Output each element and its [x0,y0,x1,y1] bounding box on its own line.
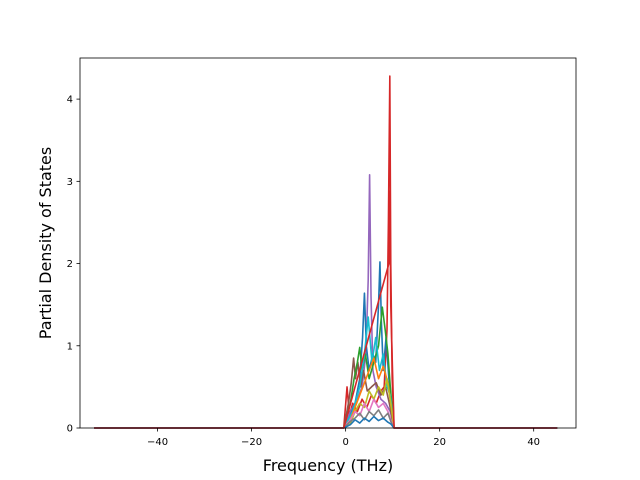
x-tick-label: 20 [433,437,446,448]
y-tick-label: 0 [67,424,73,435]
plot-frame [79,57,577,429]
y-tick-label: 2 [67,259,73,270]
x-tick-label: −20 [241,437,262,448]
x-tick-label: −40 [147,437,168,448]
y-axis-label: Partial Density of States [36,147,55,339]
y-tick-label: 3 [67,177,73,188]
x-axis-ticks: −40 −20 0 20 40 [147,428,540,448]
x-tick-label: 40 [527,437,540,448]
series-line-5 [94,306,558,429]
x-axis-label: Frequency (THz) [263,456,393,475]
series-line-10 [94,409,558,429]
series-line-11 [94,415,558,429]
y-tick-label: 4 [67,95,73,106]
y-axis-ticks: 0 1 2 3 4 [67,95,80,435]
series-line-4 [94,357,558,429]
y-tick-label: 1 [67,341,73,352]
x-tick-label: 0 [342,437,348,448]
